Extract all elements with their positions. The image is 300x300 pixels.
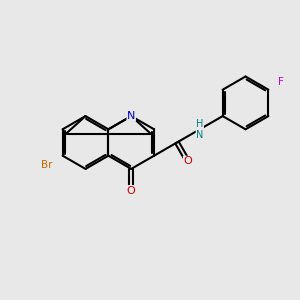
Text: F: F [278,77,284,87]
Text: N: N [127,111,135,121]
Text: O: O [183,156,192,166]
Text: Br: Br [41,160,52,170]
Text: H
N: H N [196,118,203,140]
Text: O: O [127,185,136,196]
